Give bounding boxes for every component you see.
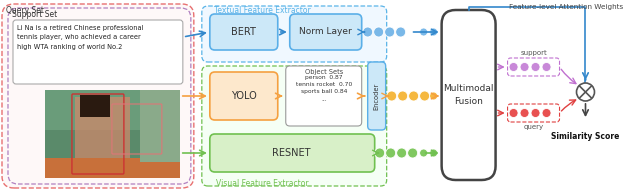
Text: Textual Feature Extractor: Textual Feature Extractor <box>214 6 311 15</box>
Circle shape <box>363 27 372 37</box>
Bar <box>80 95 110 117</box>
Text: Norm Layer: Norm Layer <box>300 27 352 36</box>
Circle shape <box>577 83 595 101</box>
Text: query: query <box>524 124 543 130</box>
FancyBboxPatch shape <box>290 14 362 50</box>
Text: Visual Feature Extractor: Visual Feature Extractor <box>216 179 309 188</box>
Circle shape <box>429 92 438 100</box>
Circle shape <box>420 28 428 36</box>
Text: Feature-level Attention Weights: Feature-level Attention Weights <box>509 4 623 10</box>
FancyBboxPatch shape <box>210 134 374 172</box>
Circle shape <box>531 108 540 118</box>
Text: Similarity Score: Similarity Score <box>551 132 620 141</box>
Circle shape <box>408 148 418 158</box>
Bar <box>45 158 180 178</box>
Circle shape <box>531 63 540 71</box>
FancyBboxPatch shape <box>202 6 387 62</box>
FancyBboxPatch shape <box>285 66 362 126</box>
Circle shape <box>509 108 518 118</box>
Text: support: support <box>520 50 547 56</box>
Circle shape <box>397 148 406 158</box>
Circle shape <box>429 149 438 157</box>
FancyBboxPatch shape <box>210 72 278 120</box>
Text: person  0.87
tennis rocket  0.70
sports ball 0.84
...: person 0.87 tennis rocket 0.70 sports ba… <box>296 75 352 102</box>
Circle shape <box>386 148 396 158</box>
Bar <box>45 90 180 178</box>
Circle shape <box>509 63 518 71</box>
Circle shape <box>520 108 529 118</box>
Circle shape <box>420 92 428 100</box>
Text: Multimodal
Fusion: Multimodal Fusion <box>444 84 494 106</box>
FancyBboxPatch shape <box>13 20 183 84</box>
Circle shape <box>420 149 428 157</box>
Circle shape <box>542 63 551 71</box>
Text: YOLO: YOLO <box>231 91 257 101</box>
Text: BERT: BERT <box>231 27 256 37</box>
FancyBboxPatch shape <box>2 4 194 188</box>
Text: Query Set: Query Set <box>6 6 44 15</box>
Text: RESNET: RESNET <box>273 148 311 158</box>
Circle shape <box>420 91 429 101</box>
Bar <box>45 90 180 130</box>
Circle shape <box>387 91 397 101</box>
FancyBboxPatch shape <box>210 14 278 50</box>
Circle shape <box>520 63 529 71</box>
FancyBboxPatch shape <box>202 66 387 186</box>
Circle shape <box>396 27 406 37</box>
Circle shape <box>374 27 383 37</box>
Circle shape <box>429 28 438 36</box>
Text: Encoder: Encoder <box>374 82 380 110</box>
Circle shape <box>397 91 408 101</box>
Bar <box>140 90 180 162</box>
Text: Object Sets: Object Sets <box>305 69 343 75</box>
Bar <box>75 97 130 172</box>
Circle shape <box>542 108 551 118</box>
Circle shape <box>385 27 395 37</box>
FancyBboxPatch shape <box>442 10 495 180</box>
FancyBboxPatch shape <box>368 62 386 130</box>
Text: Li Na is a retired Chinese professional
tennis player, who achieved a career
hig: Li Na is a retired Chinese professional … <box>17 25 143 50</box>
Circle shape <box>374 148 385 158</box>
Circle shape <box>409 91 419 101</box>
Text: Support Set: Support Set <box>12 10 57 19</box>
